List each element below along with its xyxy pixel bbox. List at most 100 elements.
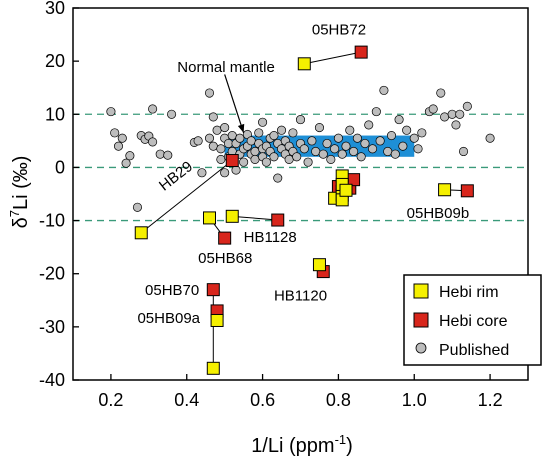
published-point-19	[204, 133, 215, 143]
y-tick-label-2: -20	[39, 264, 65, 284]
published-point-45	[254, 128, 264, 138]
published-point-54	[269, 130, 279, 141]
hebi-core-point-8	[460, 184, 474, 198]
hebi-rim-point-11	[312, 258, 326, 272]
y-tick-label-1: -30	[39, 317, 65, 337]
annotation-label-3: HB1128	[244, 229, 297, 246]
hebi-rim-point-12	[210, 313, 224, 327]
annotation-label-2: HB29	[156, 158, 196, 195]
published-point-30	[227, 130, 237, 141]
hebi-rim-point-1	[134, 226, 148, 240]
hebi-rim-point-3	[225, 209, 239, 223]
published-point-88	[375, 136, 385, 146]
published-point-14	[167, 109, 177, 119]
published-point-41	[246, 136, 256, 146]
x-axis-title: 1/Li (ppm-1)	[251, 432, 353, 457]
legend-marker-hebi-core	[413, 312, 429, 328]
published-point-95	[402, 125, 412, 135]
y-tick-label-5: 10	[45, 104, 65, 124]
connector-line-0	[304, 51, 362, 65]
published-point-22	[212, 125, 222, 135]
published-point-80	[345, 125, 355, 135]
published-point-76	[330, 144, 340, 154]
published-point-35	[235, 133, 245, 143]
legend-label-hebi-core: Hebi core	[439, 313, 508, 330]
annotation-label-1: Normal mantle	[177, 59, 275, 76]
published-point-12	[155, 149, 165, 159]
published-point-67	[295, 115, 306, 125]
published-point-53	[269, 152, 279, 162]
annotations: 05HB72 Normal mantle HB29 HB1128 05HB68 05HB0…	[137, 22, 469, 328]
published-point-85	[364, 120, 374, 130]
y-tick-label-7: 30	[45, 0, 65, 18]
published-point-58	[276, 125, 287, 135]
connector-line-2	[232, 215, 278, 221]
published-point-18	[204, 88, 215, 98]
annotation-label-4: 05HB68	[198, 250, 252, 267]
published-point-101	[436, 88, 446, 98]
published-point-56	[273, 173, 283, 183]
hebi-rim-point-2	[203, 211, 216, 225]
connector-line-1	[140, 160, 233, 234]
published-point-26	[220, 123, 230, 133]
x-tick-label-4: 1.0	[402, 390, 427, 410]
x-tick-label-1: 0.4	[174, 390, 199, 410]
published-point-50	[261, 157, 271, 167]
y-tick-label-0: -40	[39, 370, 65, 390]
y-tick-label-3: -10	[39, 211, 65, 231]
published-point-17	[197, 168, 207, 178]
arrow-shaft	[224, 74, 245, 134]
annotation-label-5: 05HB09b	[407, 205, 470, 222]
published-point-103	[447, 109, 457, 119]
published-point-69	[303, 157, 313, 167]
published-point-73	[318, 149, 328, 159]
x-tick-label-5: 1.2	[478, 390, 503, 410]
published-point-71	[311, 146, 321, 157]
published-point-2	[113, 141, 124, 151]
annotation-label-6: HB1120	[274, 287, 327, 304]
annotation-label-8: 05HB09a	[137, 310, 200, 327]
published-point-64	[288, 128, 298, 138]
published-point-75	[326, 154, 336, 165]
published-series	[106, 85, 495, 212]
published-point-87	[371, 107, 381, 117]
x-axis-title-sup: -1	[335, 432, 347, 447]
hebi-core-point-3	[218, 231, 232, 245]
published-point-82	[352, 133, 362, 143]
published-point-100	[428, 104, 438, 114]
published-point-81	[349, 146, 359, 157]
published-point-21	[208, 112, 218, 122]
x-axis-title-end: )	[346, 435, 353, 457]
x-tick-label-3: 0.8	[326, 390, 351, 410]
published-point-96	[409, 133, 419, 143]
published-point-3	[117, 133, 127, 143]
x-axis-ticks: 0.2 0.4 0.6 0.8 1.0 1.2	[98, 374, 503, 410]
published-point-20	[208, 141, 218, 151]
published-point-28	[223, 138, 234, 149]
published-point-0	[106, 107, 116, 117]
y-axis-title-delta: δ	[10, 217, 32, 228]
published-point-72	[314, 123, 325, 133]
published-point-42	[250, 146, 260, 157]
x-axis-title-main: 1/Li (ppm	[251, 435, 334, 457]
y-axis-ticks: -40 -30 -20 -10 0 10 20 30	[39, 0, 79, 390]
published-point-70	[307, 136, 317, 146]
published-point-23	[216, 144, 226, 154]
published-point-104	[451, 120, 461, 130]
legend: Hebi rim Hebi core Published	[403, 274, 542, 366]
published-point-61	[284, 154, 294, 165]
published-point-1	[110, 128, 120, 138]
y-axis-title-rest: Li (‰)	[10, 156, 32, 210]
published-point-84	[360, 138, 370, 149]
published-point-93	[394, 115, 404, 125]
published-point-102	[440, 112, 450, 122]
published-point-68	[299, 144, 309, 154]
y-axis-title: δ7Li (‰)	[7, 156, 32, 229]
hebi-core-point-0	[354, 45, 368, 59]
published-point-79	[341, 141, 351, 151]
published-point-10	[148, 104, 158, 114]
published-point-98	[417, 128, 427, 138]
published-point-108	[485, 133, 495, 143]
legend-marker-published	[415, 342, 427, 354]
published-point-90	[383, 146, 393, 157]
